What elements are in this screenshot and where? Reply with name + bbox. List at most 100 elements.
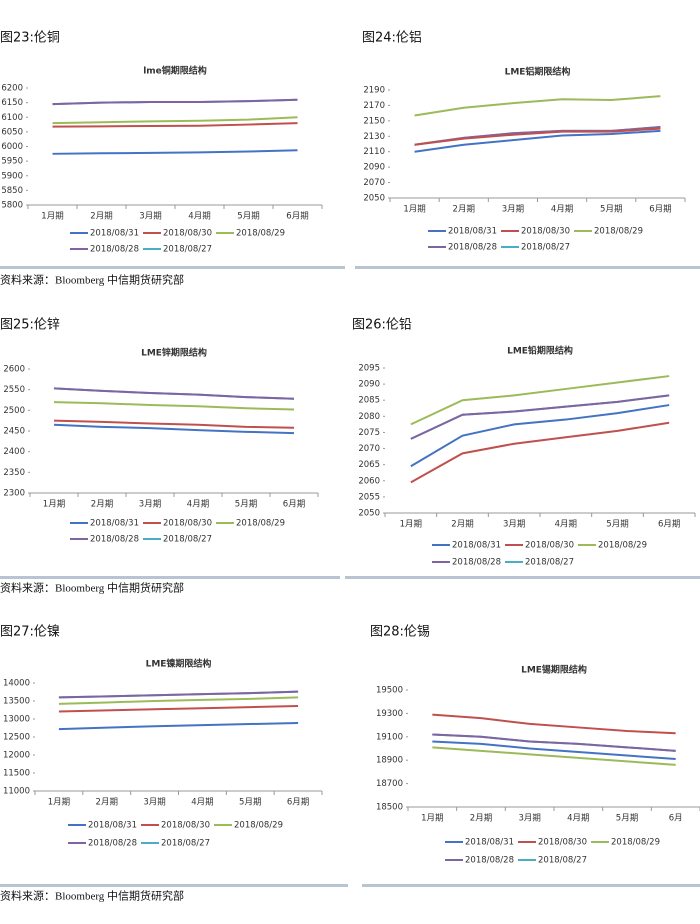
x-tick-label: 3月期 (139, 212, 161, 222)
y-tick-label: 2130 (363, 132, 385, 142)
figure-caption: 图25:伦锌 (0, 318, 60, 333)
y-tick-label: 2090 (363, 163, 385, 173)
y-tick-label: 5850 (1, 186, 23, 196)
y-tick-label: 2095 (358, 364, 380, 374)
legend-label: 2018/08/30 (163, 229, 212, 239)
legend-label: 2018/08/28 (88, 839, 137, 849)
x-tick-label: 5月期 (616, 814, 638, 824)
series-line (58, 721, 299, 731)
y-tick-label: 19100 (376, 732, 403, 742)
y-tick-label: 19300 (376, 709, 403, 719)
separator (355, 266, 700, 269)
legend-label: 2018/08/28 (90, 245, 139, 255)
y-tick-label: 2350 (3, 468, 25, 478)
legend-label: 2018/08/30 (161, 821, 210, 831)
series-line (432, 740, 676, 761)
series-line (52, 122, 298, 128)
y-tick-label: 6150 (1, 98, 23, 108)
y-tick-label: 2075 (358, 428, 380, 438)
separator (345, 576, 700, 579)
y-tick-label: 2070 (358, 444, 380, 454)
x-tick-label: 6月期 (283, 500, 305, 510)
y-tick-label: 2550 (3, 385, 25, 395)
x-tick-label: 1月期 (43, 500, 65, 510)
y-tick-label: 13500 (3, 697, 30, 707)
series-line (53, 401, 295, 411)
series-line (414, 126, 661, 146)
y-tick-label: 2110 (363, 147, 385, 157)
x-tick-label: 2月期 (451, 520, 473, 530)
figure-caption: 图23:伦铜 (0, 31, 60, 46)
y-tick-label: 2400 (3, 447, 25, 457)
y-tick-label: 2085 (358, 396, 380, 406)
series-line (53, 423, 295, 435)
legend-label: 2018/08/30 (163, 519, 212, 529)
y-tick-label: 11000 (3, 787, 30, 797)
y-tick-label: 5950 (1, 157, 23, 167)
x-tick-label: 2月期 (453, 205, 475, 215)
x-tick-label: 4月期 (188, 212, 210, 222)
legend-label: 2018/08/28 (448, 243, 497, 253)
x-tick-label: 3月期 (503, 520, 525, 530)
x-tick-label: 1月期 (48, 798, 70, 808)
y-tick-label: 6100 (1, 113, 23, 123)
x-tick-label: 5月期 (600, 205, 622, 215)
x-tick-label: 2月期 (470, 814, 492, 824)
chart-title: LME铝期限结构 (505, 66, 571, 78)
legend-label: 2018/08/31 (448, 227, 497, 237)
series-line (52, 98, 298, 106)
x-tick-label: 3月期 (143, 798, 165, 808)
x-tick-label: 3月期 (518, 814, 540, 824)
y-tick-label: 2080 (358, 412, 380, 422)
y-tick-label: 13000 (3, 715, 30, 725)
x-tick-label: 2月期 (96, 798, 118, 808)
y-tick-label: 2055 (358, 492, 380, 502)
x-tick-label: 1月期 (41, 212, 63, 222)
series-line (414, 129, 661, 153)
y-tick-label: 6050 (1, 127, 23, 137)
legend-label: 2018/08/31 (452, 541, 501, 551)
legend-label: 2018/08/27 (163, 245, 212, 255)
x-tick-label: 4月期 (187, 500, 209, 510)
separator (362, 884, 700, 887)
x-tick-label: 5月期 (606, 520, 628, 530)
legend-label: 2018/08/27 (521, 243, 570, 253)
legend-label: 2018/08/27 (163, 535, 212, 545)
figure-caption: 图24:伦铝 (362, 31, 422, 46)
y-tick-label: 2065 (358, 460, 380, 470)
legend-label: 2018/08/29 (611, 838, 660, 848)
figure-caption: 图26:伦铅 (352, 318, 412, 333)
y-tick-label: 2050 (363, 194, 385, 204)
legend-label: 2018/08/30 (525, 541, 574, 551)
series-line (53, 419, 295, 429)
x-tick-label: 1月期 (403, 205, 425, 215)
series-line (410, 404, 670, 468)
series-line (53, 387, 295, 400)
series-line (414, 95, 661, 117)
chart-title: LME铅期限结构 (507, 345, 573, 357)
legend-label: 2018/08/31 (465, 838, 514, 848)
y-tick-label: 18700 (376, 779, 403, 789)
y-tick-label: 2150 (363, 116, 385, 126)
x-tick-label: 6月期 (649, 205, 671, 215)
x-tick-label: 4月期 (191, 798, 213, 808)
y-tick-label: 6000 (1, 142, 23, 152)
y-tick-label: 5800 (1, 201, 23, 211)
chart-title: LME锡期限结构 (521, 664, 587, 676)
separator (0, 884, 348, 887)
y-tick-label: 2600 (3, 365, 25, 375)
legend-label: 2018/08/27 (538, 856, 587, 866)
series-line (410, 375, 670, 426)
y-tick-label: 18900 (376, 756, 403, 766)
legend-label: 2018/08/29 (236, 229, 285, 239)
x-tick-label: 3月期 (139, 500, 161, 510)
series-line (410, 421, 670, 484)
x-tick-label: 3月期 (502, 205, 524, 215)
legend-label: 2018/08/28 (465, 856, 514, 866)
chart-title: LME镍期限结构 (146, 658, 212, 670)
legend-label: 2018/08/27 (161, 839, 210, 849)
x-tick-label: 5月期 (235, 500, 257, 510)
legend-label: 2018/08/29 (234, 821, 283, 831)
y-tick-label: 2090 (358, 380, 380, 390)
x-tick-label: 4月期 (567, 814, 589, 824)
